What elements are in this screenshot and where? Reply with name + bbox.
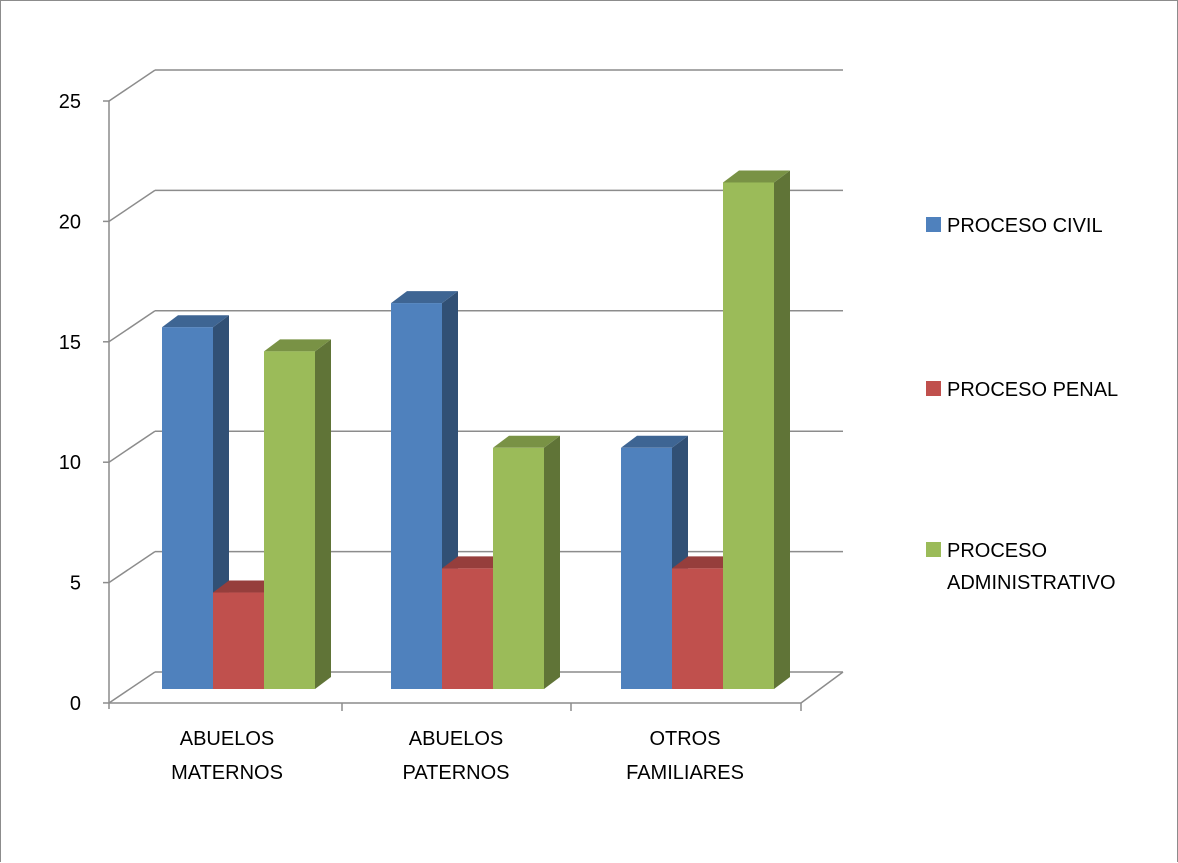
legend-swatch [926,542,941,557]
side-wall-gridline [108,69,156,102]
bar-front-face [264,351,315,689]
legend-item: PROCESO CIVIL [926,215,1103,237]
bar-top-face [672,556,739,569]
bar-top-face [723,170,790,183]
bars [162,170,790,690]
bar [723,170,790,690]
y-tick-label: 15 [59,332,81,354]
bar-side-face [315,339,331,689]
side-wall-gridline [108,550,156,584]
bar-top-face [264,339,331,352]
x-tick-label: ABUELOS MATERNOS [171,728,283,784]
bar [493,435,560,689]
bar-front-face [672,568,723,689]
bar-front-face [621,447,672,689]
side-wall-gridline [108,189,156,223]
legend-label: PROCESO ADMINISTRATIVO [947,540,1116,594]
y-tick-label: 10 [59,452,81,474]
bar-front-face [442,568,493,689]
x-tick-label: OTROS FAMILIARES [626,728,744,784]
bar-top-face [391,291,458,304]
legend-label: PROCESO CIVIL [947,215,1103,237]
legend-swatch [926,217,941,232]
y-axis-tick-labels: 0 5 10 15 20 25 [59,91,81,715]
bar-front-face [391,303,442,689]
y-tick-label: 5 [70,573,81,595]
legend-label: PROCESO PENAL [947,379,1118,401]
bar-side-face [544,435,560,689]
side-wall-gridline [108,671,156,704]
y-tick-label: 25 [59,91,81,113]
legend-item: PROCESO PENAL [926,379,1118,401]
legend-item: PROCESO ADMINISTRATIVO [926,540,1116,594]
bar-front-face [493,447,544,689]
bar [162,315,229,689]
bar-front-face [723,182,774,690]
legend-swatch [926,381,941,396]
bar-front-face [162,327,213,689]
side-wall-gridline [108,430,156,463]
floor-right-edge [800,671,844,704]
bar-top-face [213,580,280,593]
y-tick-label: 20 [59,211,81,233]
x-tick-label: ABUELOS PATERNOS [402,728,509,784]
legend: PROCESO CIVIL PROCESO PENAL PROCESO ADMINIS… [926,215,1118,594]
x-axis-tick-labels: ABUELOS MATERNOS ABUELOS PATERNOS OTROS FAMIL… [171,728,744,784]
y-tick-label: 0 [70,693,81,715]
bar-top-face [621,435,688,448]
bar [264,339,331,689]
side-wall-gridline [108,310,156,343]
bar-side-face [774,170,790,690]
bar-front-face [213,592,264,689]
bar-top-face [442,556,509,569]
bar-top-face [162,315,229,328]
bar-top-face [493,435,560,448]
